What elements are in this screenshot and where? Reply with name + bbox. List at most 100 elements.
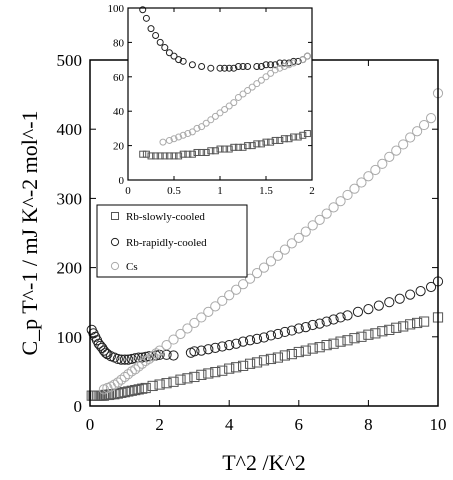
point-rb-rapidly-cooled xyxy=(293,323,304,334)
point-rb-rapidly-cooled xyxy=(137,352,148,363)
point-rb-rapidly-cooled xyxy=(300,322,311,333)
point-cs xyxy=(300,226,311,237)
point-rb-slowly-cooled xyxy=(154,379,165,390)
point-rb-rapidly-cooled xyxy=(139,6,147,14)
point-rb-slowly-cooled xyxy=(104,389,115,401)
point-rb-rapidly-cooled xyxy=(251,333,263,344)
y-tick-label: 500 xyxy=(57,51,83,70)
point-rb-rapidly-cooled xyxy=(102,349,113,360)
point-rb-slowly-cooled xyxy=(116,387,127,398)
point-rb-slowly-cooled xyxy=(221,145,229,153)
point-rb-rapidly-cooled xyxy=(156,38,164,46)
point-cs xyxy=(184,130,192,138)
point-cs xyxy=(244,273,256,284)
inset-plot-points xyxy=(139,6,311,160)
point-rb-rapidly-cooled xyxy=(415,286,426,297)
point-cs xyxy=(217,295,228,306)
point-rb-rapidly-cooled xyxy=(257,62,265,70)
point-cs xyxy=(175,328,186,340)
point-cs xyxy=(257,76,265,84)
point-cs xyxy=(137,358,148,369)
point-rb-rapidly-cooled xyxy=(170,52,178,60)
point-cs xyxy=(299,56,307,64)
point-rb-rapidly-cooled xyxy=(253,62,261,70)
point-rb-rapidly-cooled xyxy=(142,14,150,22)
point-cs xyxy=(207,116,215,124)
point-rb-slowly-cooled xyxy=(165,152,173,160)
point-rb-slowly-cooled xyxy=(210,366,221,378)
point-cs xyxy=(198,123,206,131)
point-rb-slowly-cooled xyxy=(225,145,233,153)
point-cs xyxy=(349,183,360,194)
y-tick-label: 300 xyxy=(57,189,83,208)
point-rb-rapidly-cooled xyxy=(231,338,242,349)
point-rb-slowly-cooled xyxy=(123,386,134,397)
point-rb-slowly-cooled xyxy=(363,329,374,340)
point-cs xyxy=(119,371,130,383)
point-cs xyxy=(144,353,155,365)
point-rb-slowly-cooled xyxy=(217,365,228,376)
point-cs xyxy=(253,80,261,88)
point-cs xyxy=(307,220,318,231)
point-rb-slowly-cooled xyxy=(182,373,193,384)
point-rb-slowly-cooled xyxy=(293,346,304,358)
point-rb-rapidly-cooled xyxy=(175,56,183,64)
point-rb-rapidly-cooled xyxy=(221,64,229,72)
point-rb-rapidly-cooled xyxy=(373,300,384,311)
point-rb-slowly-cooled xyxy=(188,150,196,158)
point-rb-rapidly-cooled xyxy=(244,335,256,346)
point-cs xyxy=(290,59,298,67)
point-cs xyxy=(285,61,293,69)
point-cs xyxy=(112,377,123,388)
point-rb-slowly-cooled xyxy=(328,338,339,349)
point-rb-rapidly-cooled xyxy=(189,346,200,357)
point-rb-rapidly-cooled xyxy=(217,341,228,352)
point-cs xyxy=(412,126,423,137)
point-rb-slowly-cooled xyxy=(203,368,214,379)
point-rb-slowly-cooled xyxy=(147,380,158,392)
point-rb-slowly-cooled xyxy=(384,324,395,335)
point-cs xyxy=(159,138,167,146)
point-rb-slowly-cooled xyxy=(234,143,242,151)
point-cs xyxy=(126,366,137,377)
point-rb-rapidly-cooled xyxy=(314,318,325,329)
point-cs xyxy=(221,105,229,113)
inset-background xyxy=(128,8,312,180)
point-cs xyxy=(189,317,200,329)
point-rb-rapidly-cooled xyxy=(225,64,233,72)
point-rb-slowly-cooled xyxy=(258,355,270,366)
point-rb-slowly-cooled xyxy=(370,328,381,339)
point-rb-slowly-cooled xyxy=(377,326,388,337)
point-rb-rapidly-cooled xyxy=(244,62,252,70)
x-tick-label: 6 xyxy=(295,415,304,434)
legend-label-rb-rapidly-cooled: Rb-rapidly-cooled xyxy=(126,237,207,249)
point-rb-rapidly-cooled xyxy=(279,326,290,338)
point-cs xyxy=(130,364,141,375)
point-cs xyxy=(224,290,235,301)
legend-marker-rb-slowly-cooled xyxy=(111,212,119,220)
point-rb-slowly-cooled xyxy=(248,142,256,150)
point-rb-slowly-cooled xyxy=(279,350,290,361)
point-rb-rapidly-cooled xyxy=(262,61,270,69)
point-cs xyxy=(165,136,173,144)
point-cs xyxy=(251,268,263,279)
y-tick-label: 0 xyxy=(119,175,125,187)
y-tick-label: 40 xyxy=(113,106,125,118)
point-cs xyxy=(154,345,165,356)
point-rb-slowly-cooled xyxy=(303,130,311,138)
point-rb-slowly-cooled xyxy=(230,143,238,151)
point-cs xyxy=(363,171,374,182)
point-rb-slowly-cooled xyxy=(175,374,186,385)
point-rb-slowly-cooled xyxy=(280,135,288,143)
point-cs xyxy=(170,135,178,143)
x-tick-label: 8 xyxy=(364,415,373,434)
point-rb-slowly-cooled xyxy=(202,148,210,156)
point-rb-slowly-cooled xyxy=(184,150,192,158)
y-tick-label: 60 xyxy=(113,72,125,84)
point-rb-rapidly-cooled xyxy=(286,325,297,336)
point-rb-slowly-cooled xyxy=(391,322,402,333)
point-cs xyxy=(188,128,196,136)
point-rb-rapidly-cooled xyxy=(294,57,302,65)
